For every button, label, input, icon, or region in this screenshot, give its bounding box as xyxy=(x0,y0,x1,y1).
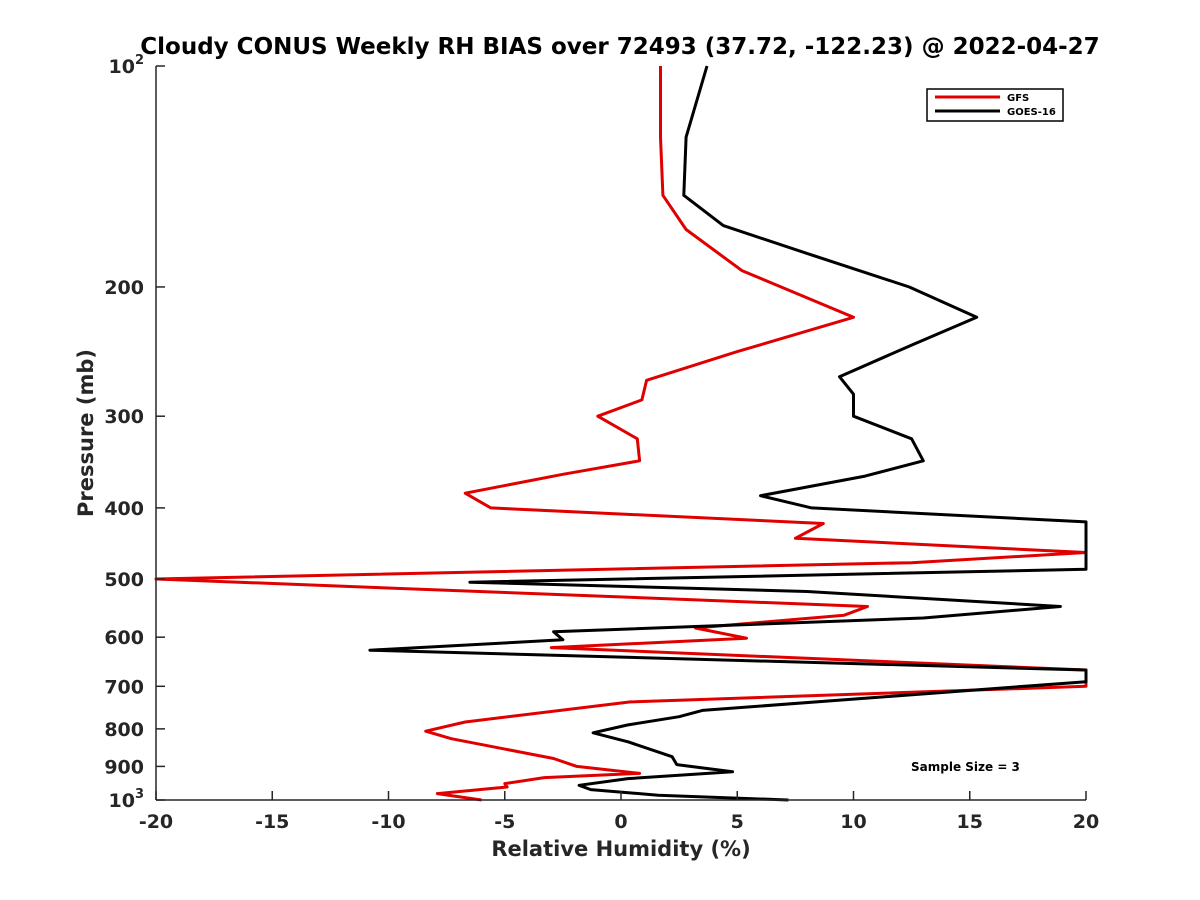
series-line-goes16 xyxy=(368,65,1088,802)
y-tick-label: 600 xyxy=(104,627,144,649)
y-tick-label: 700 xyxy=(104,676,144,698)
y-tick-label: 103 xyxy=(109,787,145,812)
x-axis-label: Relative Humidity (%) xyxy=(491,837,750,861)
y-tick-label: 200 xyxy=(104,277,144,299)
legend-label-goes16: GOES-16 xyxy=(1007,107,1056,118)
x-tick-label: 5 xyxy=(731,811,744,833)
axes-layer: -20 -15 -10 -5 0 5 10 15 20 102 200 300 400 500 600 700… xyxy=(104,53,1099,833)
x-tick-label: 0 xyxy=(614,811,627,833)
y-tick-label: 800 xyxy=(104,719,144,741)
x-tick-label: 10 xyxy=(840,811,866,833)
legend: GFS GOES-16 xyxy=(926,88,1064,122)
x-tick-label: 20 xyxy=(1073,811,1099,833)
x-tick-label: -15 xyxy=(255,811,289,833)
y-tick-label: 102 xyxy=(109,53,145,78)
y-tick-label: 300 xyxy=(104,406,144,428)
legend-label-gfs: GFS xyxy=(1007,93,1029,104)
x-tick-label: 15 xyxy=(957,811,983,833)
y-axis-label: Pressure (mb) xyxy=(74,349,98,517)
y-tick-label: 500 xyxy=(104,569,144,591)
sample-size-annotation: Sample Size = 3 xyxy=(911,760,1020,774)
chart-title: Cloudy CONUS Weekly RH BIAS over 72493 (… xyxy=(140,34,1099,60)
plot-area xyxy=(156,66,1086,800)
x-tick-label: -20 xyxy=(139,811,173,833)
legend-box xyxy=(926,88,1064,122)
y-tick-label: 900 xyxy=(104,756,144,778)
x-tick-label: -5 xyxy=(494,811,515,833)
y-tick-label: 400 xyxy=(104,498,144,520)
x-tick-label: -10 xyxy=(371,811,405,833)
